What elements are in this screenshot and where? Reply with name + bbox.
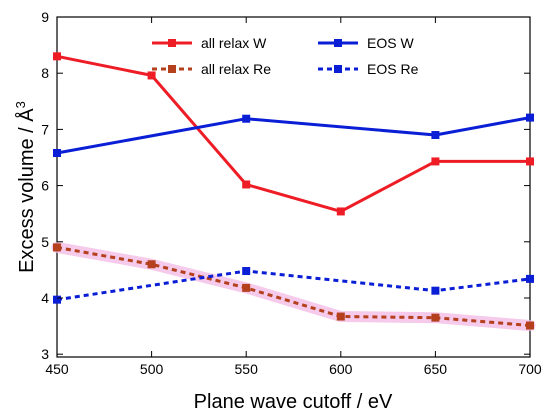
y-axis-label-main: Excess volume / Å: [15, 108, 38, 273]
legend: all relax W EOS W all relax Re EOS Re: [152, 35, 419, 77]
series-lines: [56, 54, 531, 327]
series-line-all-relax-re: [56, 245, 531, 327]
legend-label-all-relax-re: all relax Re: [201, 61, 271, 77]
point-eos-w-0: [53, 149, 61, 157]
point-all-relax-w-5: [526, 157, 534, 166]
y-axis-label: Excess volume / Å3: [13, 101, 38, 273]
x-tick-label-5: 700: [518, 361, 542, 377]
point-eos-re-3: [526, 274, 534, 283]
point-all-relax-w-4: [431, 157, 440, 166]
y-axis-label-superscript: 3: [13, 101, 28, 108]
point-all-relax-re-0: [53, 243, 61, 252]
axis-ticks: 450 500 550 600 650 700 3 4 5 6 7 8 9: [41, 9, 542, 377]
point-all-relax-re-3: [336, 312, 345, 321]
point-eos-re-1: [242, 267, 251, 276]
y-axis-label-group: Excess volume / Å3: [13, 101, 38, 273]
point-eos-re-0: [53, 295, 61, 304]
point-all-relax-re-5: [526, 321, 534, 330]
y-tick-label-5: 8: [41, 65, 49, 81]
x-tick-label-3: 600: [329, 361, 353, 377]
legend-marker-all-relax-w: [168, 39, 176, 47]
point-eos-w-2: [431, 131, 440, 140]
series-markers: [53, 52, 534, 330]
y-tick-label-0: 3: [41, 346, 49, 362]
legend-label-all-relax-w: all relax W: [201, 35, 267, 51]
point-all-relax-w-3: [336, 207, 345, 216]
series-line-eos-w: [56, 116, 531, 155]
series-line-all-relax-w: [56, 54, 530, 213]
legend-label-eos-re: EOS Re: [367, 61, 419, 77]
y-tick-label-3: 6: [41, 178, 49, 194]
series-line-eos-re: [56, 269, 531, 302]
x-tick-label-2: 550: [235, 361, 259, 377]
point-all-relax-re-2: [242, 283, 251, 292]
x-tick-label-0: 450: [45, 361, 69, 377]
point-eos-w-3: [526, 113, 534, 122]
point-all-relax-w-0: [53, 52, 61, 61]
plot-area: [56, 16, 531, 358]
y-tick-label-4: 7: [41, 121, 49, 137]
point-all-relax-re-4: [431, 313, 440, 322]
x-axis-label: Plane wave cutoff / eV: [194, 391, 393, 413]
y-tick-label-2: 5: [41, 234, 49, 250]
plot-frame: [56, 16, 531, 358]
legend-marker-all-relax-re: [168, 65, 176, 73]
x-tick-label-1: 500: [140, 361, 164, 377]
y-tick-label-6: 9: [41, 9, 49, 25]
y-tick-label-1: 4: [41, 290, 49, 306]
point-all-relax-w-2: [242, 180, 251, 189]
legend-label-eos-w: EOS W: [367, 35, 414, 51]
x-tick-label-4: 650: [424, 361, 448, 377]
point-eos-re-2: [431, 286, 440, 295]
legend-marker-eos-w: [334, 39, 342, 47]
legend-marker-eos-re: [334, 65, 342, 73]
point-eos-w-1: [242, 114, 251, 123]
point-all-relax-w-1: [147, 71, 156, 80]
point-all-relax-re-1: [147, 260, 156, 269]
